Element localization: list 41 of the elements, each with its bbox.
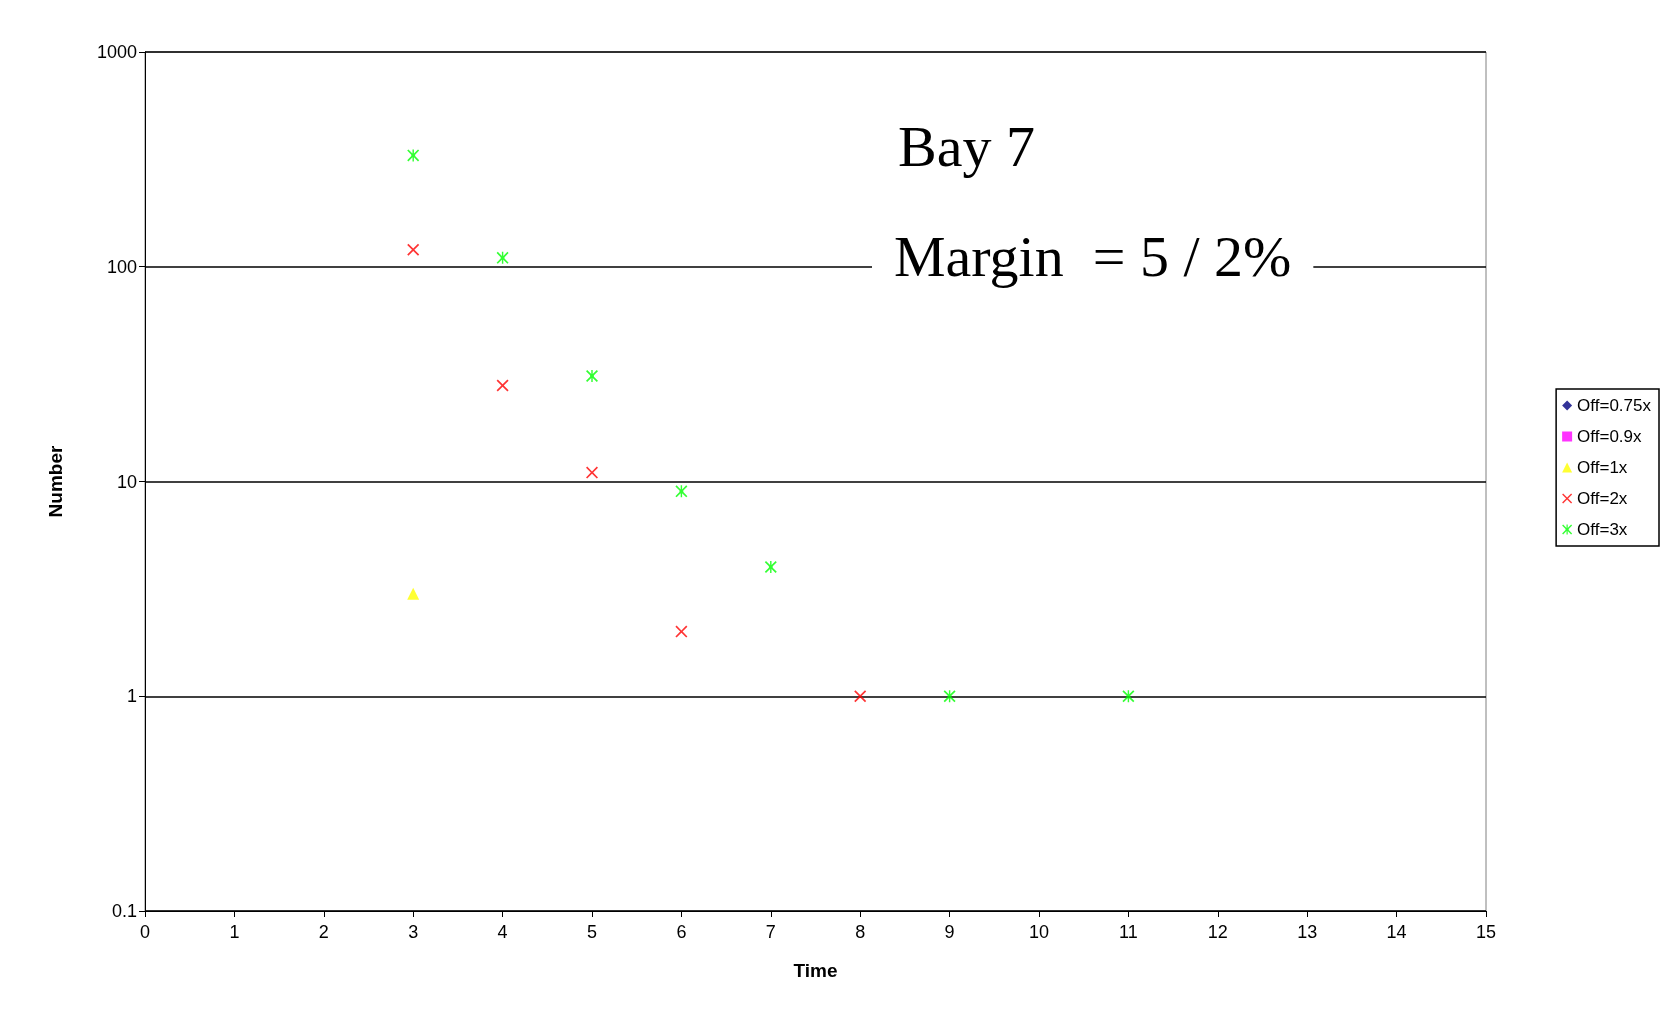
x-tick-label: 0	[139, 922, 151, 942]
point	[496, 379, 509, 392]
legend-label: Off=0.9x	[1577, 427, 1643, 446]
x-tick-label: 3	[408, 922, 419, 942]
x-tick-label: 14	[1386, 922, 1407, 942]
x-tick-label: 6	[676, 922, 687, 942]
annotation: Margin = 5 / 2%	[894, 223, 1292, 289]
x-tick-label: 1	[229, 922, 240, 942]
x-tick-label: 4	[497, 922, 508, 942]
x-tick-label: 12	[1207, 922, 1228, 942]
legend-label: Off=1x	[1577, 458, 1628, 477]
y-tick-label: 1	[126, 686, 137, 707]
point	[943, 690, 956, 703]
legend-label: Off=2x	[1577, 489, 1628, 508]
x-tick-label: 2	[318, 922, 329, 942]
y-tick-label: 10	[116, 471, 137, 492]
x-tick-label: 9	[944, 922, 955, 942]
x-tick-label: 5	[586, 922, 598, 942]
point	[675, 625, 688, 638]
x-tick-label: 13	[1297, 922, 1318, 942]
y-tick-label: 100	[106, 256, 137, 277]
x-axis-title: Time	[793, 960, 838, 981]
x-tick-label: 10	[1028, 922, 1050, 942]
x-tick-label: 11	[1119, 922, 1138, 942]
point	[407, 243, 420, 256]
point	[586, 369, 598, 382]
point	[854, 690, 867, 703]
legend-label: Off=0.75x	[1577, 396, 1652, 415]
x-tick-label: 7	[765, 922, 776, 942]
y-tick-label: 1000	[96, 42, 137, 62]
point	[407, 149, 420, 162]
y-axis-title: Number	[45, 445, 66, 518]
legend-label: Off=3x	[1577, 520, 1628, 539]
point	[1122, 690, 1135, 703]
point	[675, 485, 688, 498]
x-tick-label: 15	[1475, 922, 1497, 942]
point	[764, 560, 777, 573]
point	[407, 587, 420, 600]
text: Bay 7	[898, 113, 1035, 179]
y-tick-label: 0.1	[111, 901, 137, 921]
x-tick-label: 8	[855, 922, 866, 942]
